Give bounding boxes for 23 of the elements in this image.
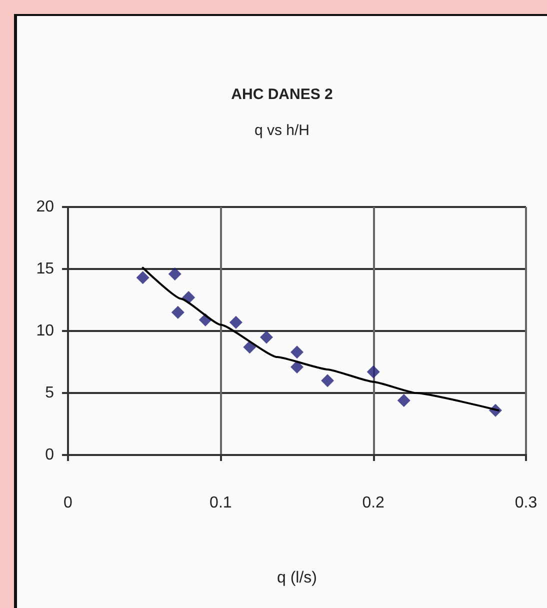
x-tick-label: 0.1: [210, 494, 232, 512]
chart-subtitle: q vs h/H: [254, 122, 310, 139]
point: [243, 340, 256, 354]
y-tick-label: 0: [45, 446, 54, 464]
point: [290, 346, 304, 359]
y-tick-label: 15: [36, 260, 54, 278]
point: [290, 360, 304, 374]
point: [171, 306, 184, 319]
point: [168, 267, 182, 280]
chart-title: AHC DANES 2: [231, 86, 333, 103]
point: [136, 271, 150, 284]
y-tick-label: 10: [36, 322, 54, 340]
y-tick-label: 20: [36, 198, 54, 216]
point: [397, 394, 410, 407]
x-axis-title: q (l/s): [277, 570, 317, 586]
x-tick-label: 0.2: [362, 494, 385, 512]
point: [260, 330, 273, 344]
x-tick-label: 0.3: [514, 494, 538, 512]
point: [321, 374, 334, 388]
x-tick-label: 0: [64, 494, 73, 512]
point: [229, 316, 242, 329]
y-tick-label: 5: [45, 384, 54, 402]
point: [366, 365, 380, 378]
